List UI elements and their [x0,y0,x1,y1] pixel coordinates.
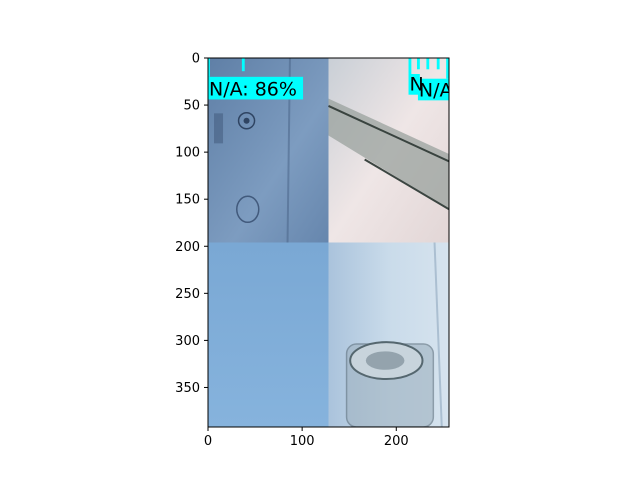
bottle-opening [365,351,405,370]
y-tick-label: 0 [192,52,200,67]
image-tile-blue-paper [208,242,329,427]
y-tick-label: 100 [175,146,200,161]
y-tick-label: 250 [175,287,200,302]
box-mark [208,58,210,77]
cardboard-logo [237,111,256,130]
glass-edge [433,242,443,427]
box-mark [436,58,440,70]
detection-label-background [208,76,304,100]
box-mark [241,58,245,72]
detection-label-background [417,78,449,101]
metal-edge-top [328,105,449,163]
detection-label: N/A [417,78,453,101]
tile-background [208,242,329,427]
x-tick-label: 100 [290,434,315,449]
metal-strip [328,98,449,210]
detection-label-text: N/A: 86% [209,78,297,100]
box-mark [446,58,449,79]
detection-label-text: N/A [419,79,453,101]
x-tick-label: 200 [384,434,409,449]
detection-label-text: N [410,74,424,96]
image-area [208,58,449,427]
image-tile-pale-surface [328,58,449,243]
axes-frame [207,57,450,428]
y-tick-label: 150 [175,193,200,208]
cardboard-stamp [236,195,260,224]
axes: 0 100 200 0 50 100 150 200 250 300 350 [175,52,450,449]
x-tick-label: 0 [204,434,212,449]
box-mark [426,58,430,70]
cardboard-logo-center [243,117,250,124]
detection-label: N/A: 86% [208,76,304,100]
image-tile-glass-bottle [328,242,449,427]
cardboard-print [214,113,224,144]
box-mark [408,58,412,75]
y-tick-label: 300 [175,334,200,349]
detection-label: N [408,74,424,96]
metal-edge-bottom [364,158,449,211]
y-tick-label: 350 [175,381,200,396]
box-mark [416,58,420,70]
y-tick-label: 50 [183,99,200,114]
detection-overlays: N/A: 86% N/AN [208,58,453,101]
y-tick-label: 200 [175,240,200,255]
detection-label-background [408,74,420,95]
